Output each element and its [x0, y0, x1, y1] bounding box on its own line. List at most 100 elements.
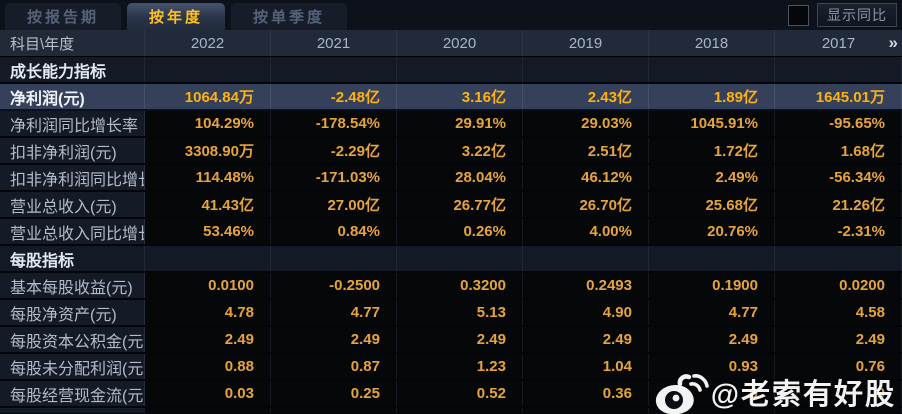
- value-cell: 1064.84万: [145, 84, 271, 109]
- value-cell: 114.48%: [145, 165, 271, 190]
- show-yoy-button[interactable]: 显示同比: [817, 3, 897, 27]
- value-cell: 0.26%: [397, 219, 523, 244]
- value-cell: -0.2500: [271, 273, 397, 298]
- value-cell: 1645.01万: [775, 84, 902, 109]
- value-cell: 27.00亿: [271, 192, 397, 217]
- section-row: 每股指标: [0, 246, 902, 273]
- row-label: 净利润同比增长率: [0, 111, 145, 136]
- value-cell: [397, 408, 523, 413]
- value-cell: 3.16亿: [397, 84, 523, 109]
- table-row[interactable]: 净利润同比增长率 104.29% -178.54% 29.91% 29.03% 1045.…: [0, 111, 902, 138]
- value-cell: 0.0100: [145, 273, 271, 298]
- table-row[interactable]: 营业总收入(元) 41.43亿 27.00亿 26.77亿 26.70亿 25.68亿 21…: [0, 192, 902, 219]
- value-cell: [523, 57, 649, 82]
- value-cell: [397, 246, 523, 271]
- value-cell: [271, 246, 397, 271]
- value-cell: [649, 57, 775, 82]
- table-row[interactable]: 扣非净利润同比增长率114.48%-171.03%28.04%46.12%2.4…: [0, 165, 902, 192]
- value-cell: -171.03%: [271, 165, 397, 190]
- tab-by-quarter[interactable]: 按单季度: [231, 3, 348, 30]
- table-row[interactable]: 每股经营现金流(元) 0.03 0.25 0.52 0.36 0 9: [0, 381, 902, 408]
- year-header-label: 2021: [316, 34, 351, 52]
- value-cell: 4.77: [649, 300, 775, 325]
- value-cell: [775, 408, 902, 413]
- row-label: 成长能力指标: [0, 57, 145, 82]
- value-cell: -178.54%: [271, 111, 397, 136]
- tab-by-year[interactable]: 按年度: [127, 3, 226, 30]
- header-controls: 显示同比: [788, 3, 897, 27]
- value-cell: 5.13: [397, 300, 523, 325]
- row-label: 每股经营现金流(元): [0, 381, 145, 406]
- more-years-icon[interactable]: »: [888, 33, 899, 52]
- value-cell: 2.49: [523, 327, 649, 352]
- table-body: 成长能力指标 净利润(元) 1064.84万 -2.48亿 3.16亿 2.43亿 1.89…: [0, 57, 902, 408]
- table-row[interactable]: 扣非净利润(元) 3308.90万 -2.29亿 3.22亿 2.51亿 1.72亿 1.6…: [0, 138, 902, 165]
- row-label: 每股未分配利润(元): [0, 354, 145, 379]
- value-cell: 4.58: [775, 300, 902, 325]
- value-cell: 0.93: [649, 354, 775, 379]
- value-cell: 0.0200: [775, 273, 902, 298]
- value-cell: 26.77亿: [397, 192, 523, 217]
- value-cell: -56.34%: [775, 165, 902, 190]
- tab-by-report-period[interactable]: 按报告期: [5, 3, 122, 30]
- value-cell: 28.04%: [397, 165, 523, 190]
- table-row[interactable]: 每股未分配利润(元) 0.88 0.87 1.23 1.04 0.93 0.76: [0, 354, 902, 381]
- value-cell: [523, 408, 649, 413]
- table-row[interactable]: 每股资本公积金(元) 2.49 2.49 2.49 2.49 2.49 2.49: [0, 327, 902, 354]
- value-cell: 26.70亿: [523, 192, 649, 217]
- row-label: 营业总收入(元): [0, 192, 145, 217]
- value-cell: 0.84%: [271, 219, 397, 244]
- year-header-2017: 2017 »: [775, 30, 902, 56]
- row-label: 每股资本公积金(元): [0, 327, 145, 352]
- year-header-label: 2017: [821, 34, 856, 52]
- year-header-2021: 2021: [271, 30, 397, 56]
- table-row[interactable]: 净利润(元) 1064.84万 -2.48亿 3.16亿 2.43亿 1.89亿 1645.…: [0, 84, 902, 111]
- value-cell: 2.49: [271, 327, 397, 352]
- table-row[interactable]: 基本每股收益(元) 0.0100 -0.2500 0.3200 0.2493 0.1900…: [0, 273, 902, 300]
- table-header-row: 科目\年度 2022 2021 2020 2019 2018 2017 »: [0, 30, 902, 57]
- value-cell: 29.03%: [523, 111, 649, 136]
- value-cell: [145, 408, 271, 413]
- value-cell: [775, 57, 902, 82]
- value-cell: -2.48亿: [271, 84, 397, 109]
- value-cell: 53.46%: [145, 219, 271, 244]
- value-cell: 0.2493: [523, 273, 649, 298]
- value-cell: 3.22亿: [397, 138, 523, 163]
- value-cell: 2.49: [649, 327, 775, 352]
- value-cell: 2.49: [775, 327, 902, 352]
- row-label: 营业总收入同比增长率: [0, 219, 145, 244]
- value-cell: -95.65%: [775, 111, 902, 136]
- table-row[interactable]: 营业总收入同比增长率53.46%0.84%0.26%4.00%20.76%-2.…: [0, 219, 902, 246]
- year-header-2020: 2020: [397, 30, 523, 56]
- year-header-2019: 2019: [523, 30, 649, 56]
- row-label: 净利润(元): [0, 84, 145, 109]
- value-cell: 0.03: [145, 381, 271, 406]
- value-cell: 1.89亿: [649, 84, 775, 109]
- value-cell: [649, 408, 775, 413]
- year-header-2018: 2018: [649, 30, 775, 56]
- row-label: 扣非净利润(元): [0, 138, 145, 163]
- value-cell: [271, 408, 397, 413]
- section-row: 成长能力指标: [0, 57, 902, 84]
- year-header-label: 2022: [190, 34, 225, 52]
- value-cell: 4.00%: [523, 219, 649, 244]
- value-cell: 2.49: [397, 327, 523, 352]
- value-cell: 0.76: [775, 354, 902, 379]
- year-header-2022: 2022: [145, 30, 271, 56]
- value-cell: 20.76%: [649, 219, 775, 244]
- value-cell: 4.77: [271, 300, 397, 325]
- value-cell: 4.78: [145, 300, 271, 325]
- value-cell: 9: [775, 381, 902, 406]
- value-cell: 1.04: [523, 354, 649, 379]
- value-cell: 1.72亿: [649, 138, 775, 163]
- value-cell: 41.43亿: [145, 192, 271, 217]
- value-cell: 46.12%: [523, 165, 649, 190]
- table-row[interactable]: 每股净资产(元) 4.78 4.77 5.13 4.90 4.77 4.58: [0, 300, 902, 327]
- row-label: 基本每股收益(元): [0, 273, 145, 298]
- show-yoy-checkbox[interactable]: [788, 4, 809, 26]
- value-cell: 1045.91%: [649, 111, 775, 136]
- value-cell: 21.26亿: [775, 192, 902, 217]
- value-cell: -2.29亿: [271, 138, 397, 163]
- row-label: 扣非净利润同比增长率: [0, 165, 145, 190]
